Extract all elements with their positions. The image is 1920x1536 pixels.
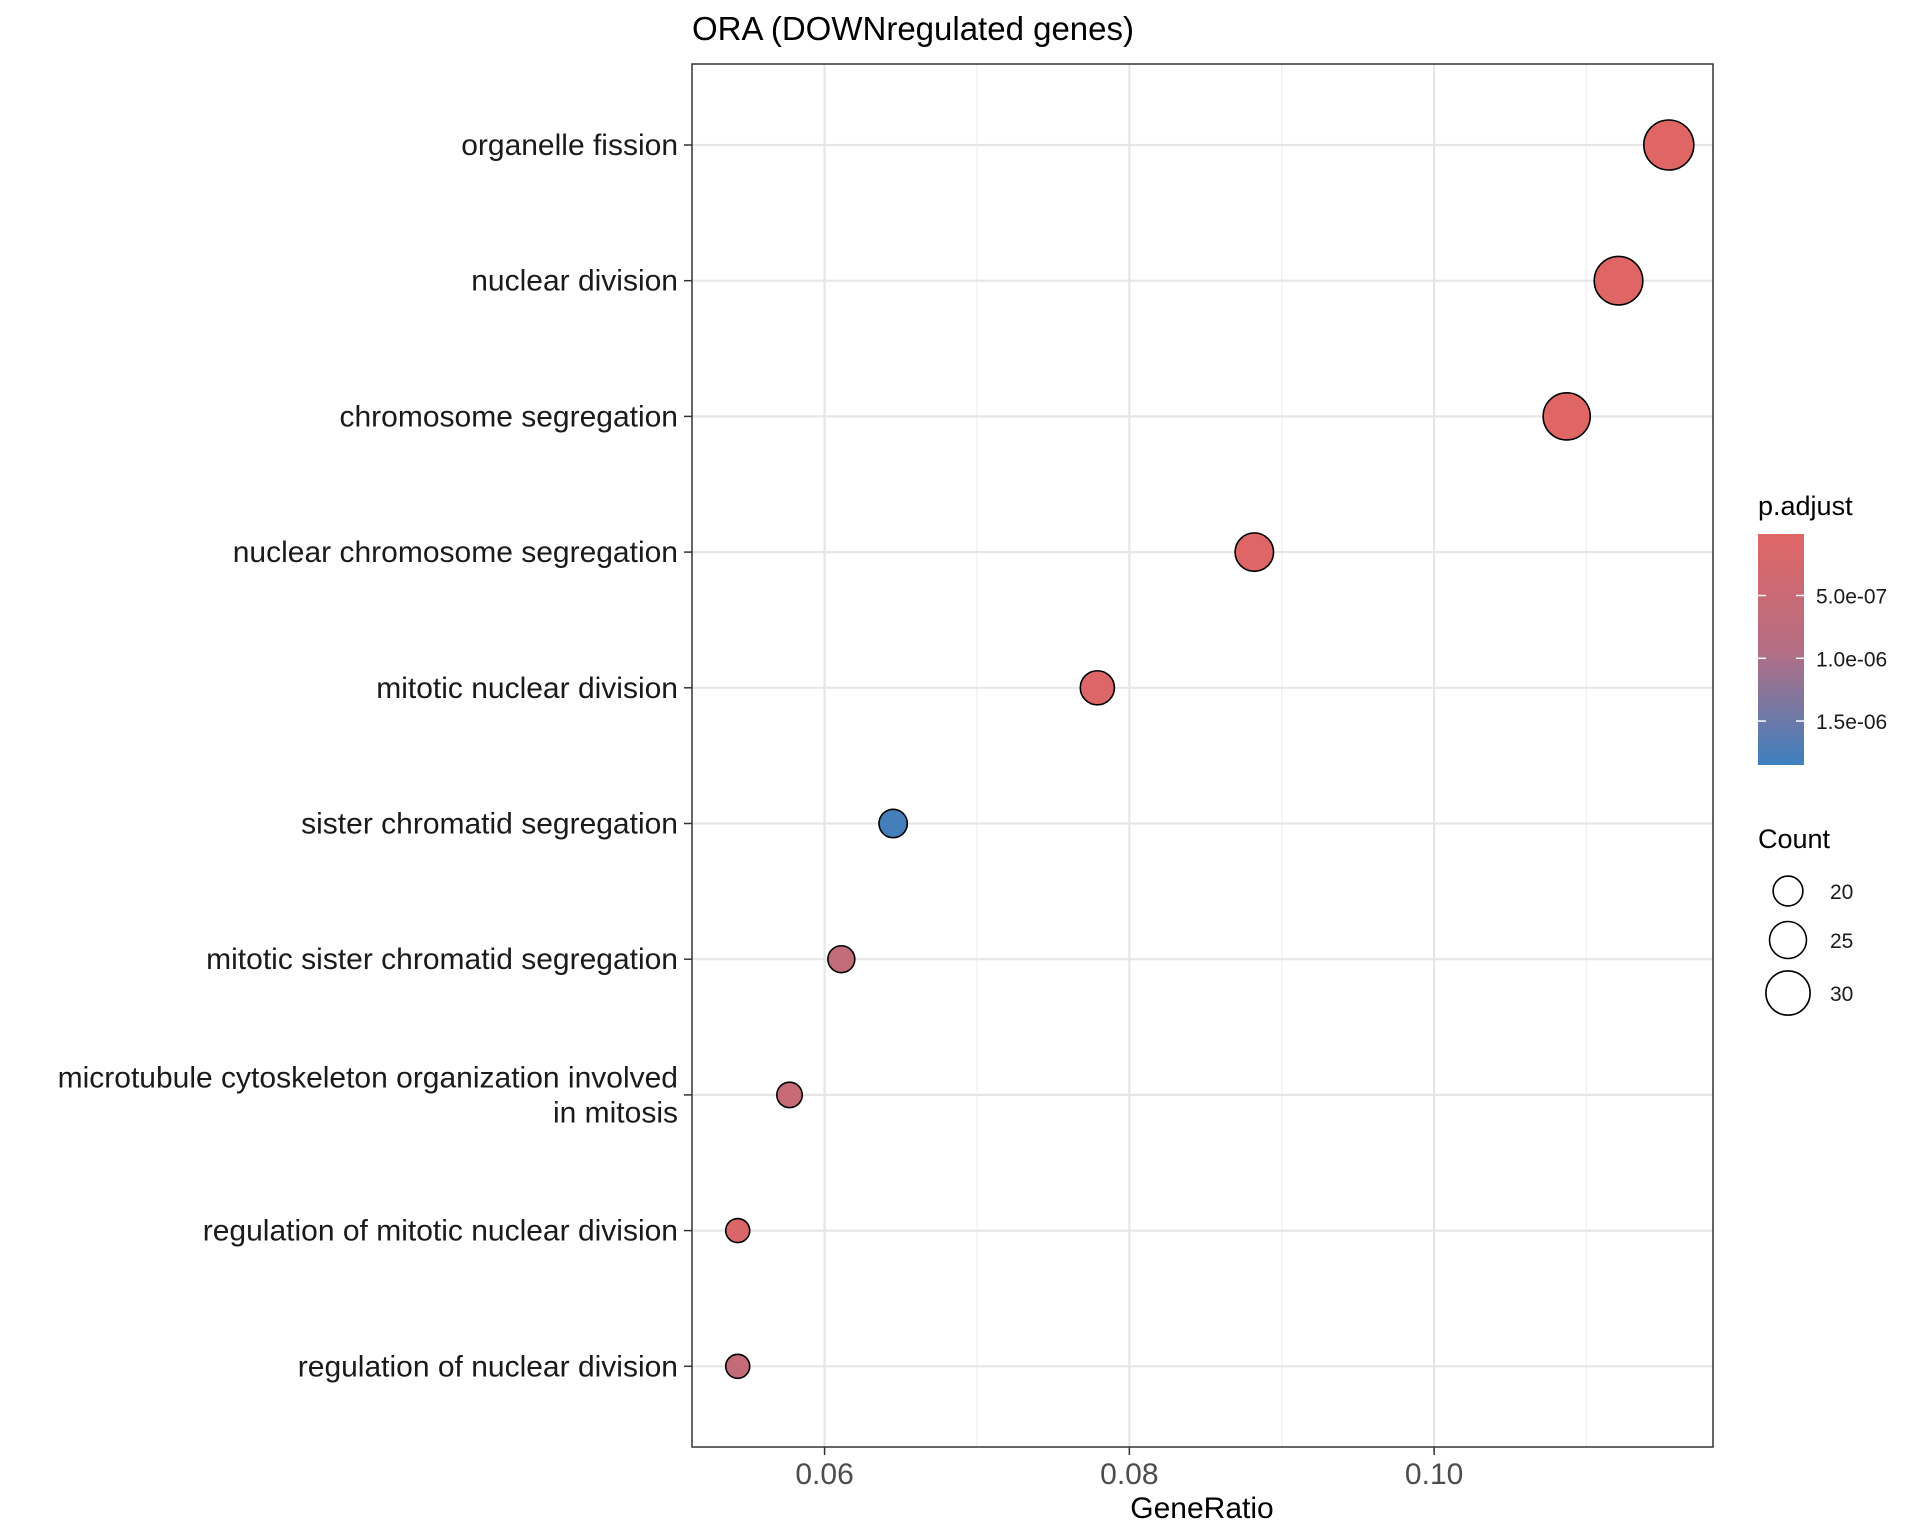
- x-tick-label: 0.10: [1405, 1458, 1463, 1491]
- count-legend-key: [1768, 920, 1808, 960]
- y-tick-label: mitotic sister chromatid segregation: [206, 943, 678, 976]
- x-tick-label: 0.08: [1100, 1458, 1158, 1491]
- y-tick-label: regulation of mitotic nuclear division: [203, 1215, 678, 1248]
- y-tick-label: in mitosis: [553, 1096, 678, 1129]
- y-tick-label: mitotic nuclear division: [376, 672, 678, 705]
- minor-gridlines: [976, 64, 1588, 1447]
- plot-panel-border: [691, 63, 1714, 1448]
- p-adjust-colorbar: [1758, 534, 1804, 765]
- y-tick-label: regulation of nuclear division: [298, 1350, 678, 1383]
- data-point: [1079, 669, 1116, 706]
- count-legend-key: [1765, 970, 1811, 1016]
- p-adjust-legend: p.adjust 5.0e-07 1.0e-06 1.5e-06: [1758, 491, 1887, 765]
- x-axis: 0.06 0.08 0.10: [795, 1447, 1463, 1491]
- count-legend-label: 30: [1830, 983, 1853, 1006]
- p-adjust-legend-title: p.adjust: [1758, 491, 1853, 521]
- y-tick-label: nuclear chromosome segregation: [233, 536, 678, 569]
- plot-panel-background: [692, 64, 1713, 1447]
- data-point: [1593, 255, 1644, 306]
- data-point: [724, 1217, 751, 1244]
- x-axis-title: GeneRatio: [1130, 1492, 1273, 1525]
- data-point: [776, 1081, 804, 1109]
- data-point: [878, 808, 909, 839]
- data-point: [827, 944, 856, 974]
- count-legend-label: 25: [1830, 930, 1853, 953]
- count-legend: Count 20 25 30: [1758, 824, 1853, 1016]
- data-points: [724, 119, 1695, 1380]
- x-tick-label: 0.06: [795, 1458, 853, 1491]
- y-tick-label: chromosome segregation: [339, 400, 678, 433]
- count-legend-label: 20: [1830, 881, 1853, 904]
- y-tick-label: microtubule cytoskeleton organization in…: [58, 1061, 678, 1094]
- y-tick-label: sister chromatid segregation: [301, 808, 678, 841]
- colorbar-tick-label: 1.5e-06: [1816, 711, 1887, 734]
- y-tick-label: organelle fission: [461, 129, 678, 162]
- data-point: [1643, 119, 1695, 171]
- count-legend-key: [1772, 875, 1804, 907]
- major-gridlines: [692, 64, 1713, 1447]
- data-point: [1234, 532, 1275, 573]
- colorbar-tick-label: 1.0e-06: [1816, 648, 1887, 671]
- data-point: [724, 1353, 751, 1380]
- colorbar-tick-label: 5.0e-07: [1816, 586, 1887, 609]
- y-tick-label: nuclear division: [471, 265, 678, 298]
- data-point: [1542, 392, 1592, 441]
- y-axis: organelle fission nuclear division chromos…: [58, 129, 692, 1383]
- chart-title: ORA (DOWNregulated genes): [692, 10, 1134, 47]
- count-legend-title: Count: [1758, 824, 1831, 854]
